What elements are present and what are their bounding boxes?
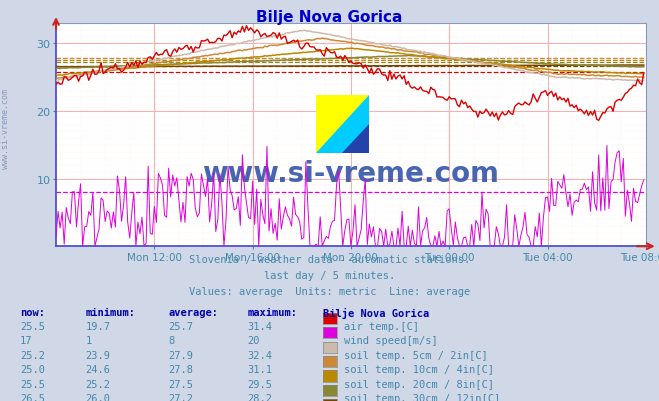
Text: maximum:: maximum:	[247, 307, 297, 317]
Text: 28.2: 28.2	[247, 393, 272, 401]
Text: 26.5: 26.5	[20, 393, 45, 401]
Text: average:: average:	[168, 307, 218, 317]
Text: 32.4: 32.4	[247, 350, 272, 360]
Text: 27.5: 27.5	[168, 379, 193, 389]
Text: 8: 8	[168, 336, 174, 346]
Text: 19.7: 19.7	[86, 321, 111, 331]
Text: soil temp. 30cm / 12in[C]: soil temp. 30cm / 12in[C]	[344, 393, 500, 401]
Text: 25.7: 25.7	[168, 321, 193, 331]
Text: 31.4: 31.4	[247, 321, 272, 331]
Text: 25.0: 25.0	[20, 365, 45, 375]
Text: Bilje Nova Gorica: Bilje Nova Gorica	[256, 10, 403, 25]
Text: soil temp. 20cm / 8in[C]: soil temp. 20cm / 8in[C]	[344, 379, 494, 389]
Text: 31.1: 31.1	[247, 365, 272, 375]
Text: 29.5: 29.5	[247, 379, 272, 389]
Text: 25.2: 25.2	[20, 350, 45, 360]
Text: 17: 17	[20, 336, 32, 346]
Text: 25.5: 25.5	[20, 321, 45, 331]
Text: soil temp. 10cm / 4in[C]: soil temp. 10cm / 4in[C]	[344, 365, 494, 375]
Text: Values: average  Units: metric  Line: average: Values: average Units: metric Line: aver…	[189, 287, 470, 297]
Text: wind speed[m/s]: wind speed[m/s]	[344, 336, 438, 346]
Text: 27.8: 27.8	[168, 365, 193, 375]
Text: 25.2: 25.2	[86, 379, 111, 389]
Text: 1: 1	[86, 336, 92, 346]
Text: last day / 5 minutes.: last day / 5 minutes.	[264, 271, 395, 281]
Text: 27.9: 27.9	[168, 350, 193, 360]
Text: now:: now:	[20, 307, 45, 317]
Text: 24.6: 24.6	[86, 365, 111, 375]
Text: 27.2: 27.2	[168, 393, 193, 401]
Text: 23.9: 23.9	[86, 350, 111, 360]
Text: www.si-vreme.com: www.si-vreme.com	[1, 88, 10, 168]
Text: Bilje Nova Gorica: Bilje Nova Gorica	[323, 307, 429, 318]
Text: 25.5: 25.5	[20, 379, 45, 389]
Text: 26.0: 26.0	[86, 393, 111, 401]
Text: minimum:: minimum:	[86, 307, 136, 317]
Text: Slovenia / weather data - automatic stations.: Slovenia / weather data - automatic stat…	[189, 255, 470, 265]
Text: www.si-vreme.com: www.si-vreme.com	[202, 159, 500, 187]
Text: soil temp. 5cm / 2in[C]: soil temp. 5cm / 2in[C]	[344, 350, 488, 360]
Text: air temp.[C]: air temp.[C]	[344, 321, 419, 331]
Text: 20: 20	[247, 336, 260, 346]
